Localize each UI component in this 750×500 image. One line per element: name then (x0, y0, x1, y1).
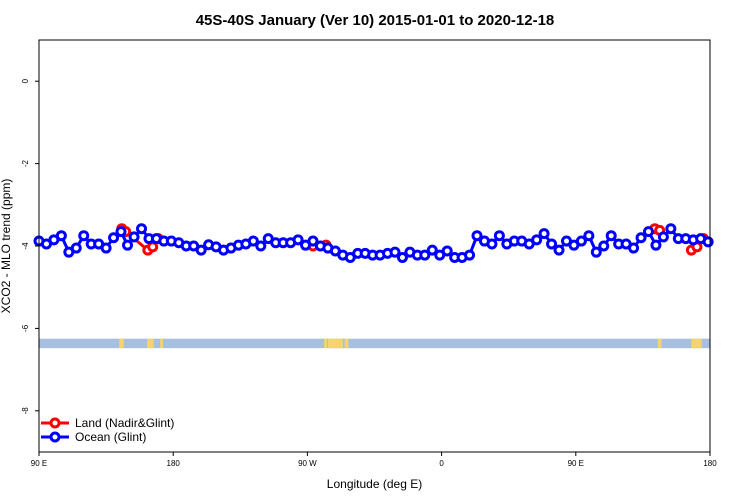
x-tick-label: 90 E (568, 459, 584, 468)
x-axis-label: Longitude (deg E) (327, 477, 422, 491)
ocean-point (78, 230, 90, 242)
x-tick-label: 180 (703, 459, 717, 468)
ocean-point (635, 232, 647, 244)
legend-label: Ocean (Glint) (75, 430, 146, 444)
ocean-point (598, 240, 610, 252)
x-tick-label: 0 (439, 459, 444, 468)
ocean-point (493, 230, 505, 242)
ocean-point (108, 232, 120, 244)
y-tick-label: 0 (21, 78, 30, 83)
land-ocean-band (39, 338, 710, 349)
ocean-point (575, 235, 587, 247)
ocean-point (702, 236, 714, 248)
ocean-point (665, 223, 677, 235)
ocean-point (657, 231, 669, 243)
x-tick-label: 90 W (298, 459, 317, 468)
ocean-point (471, 230, 483, 242)
land-strip-segment (327, 338, 343, 349)
legend-marker (49, 417, 61, 429)
x-tick-label: 90 E (31, 459, 47, 468)
ocean-point (70, 242, 82, 254)
legend-marker (49, 431, 61, 443)
ocean-point (307, 235, 319, 247)
ocean-point (590, 246, 602, 258)
ocean-point (389, 246, 401, 258)
chart-title: 45S-40S January (Ver 10) 2015-01-01 to 2… (196, 12, 555, 29)
series-layer (33, 223, 714, 264)
ocean-point (55, 230, 67, 242)
y-tick-label: -4 (21, 242, 30, 250)
y-tick-label: -8 (21, 407, 30, 415)
plot-frame (38, 39, 711, 453)
land-strip-segment (324, 338, 327, 349)
ocean-point (247, 235, 259, 247)
ocean-point (195, 244, 207, 256)
ocean-point (255, 240, 267, 252)
ocean-point (642, 226, 654, 238)
ocean-point (583, 230, 595, 242)
ocean-point (531, 234, 543, 246)
ocean-point (538, 228, 550, 240)
land-point (147, 241, 159, 253)
land-strip-segment (657, 338, 662, 349)
legend-label: Land (Nadir&Glint) (75, 416, 174, 430)
ocean-point (628, 242, 640, 254)
x-tick-label: 180 (167, 459, 181, 468)
ocean-point (650, 239, 662, 251)
legend: Land (Nadir&Glint)Ocean (Glint) (41, 416, 174, 444)
ocean-point (464, 249, 476, 261)
ocean-point (128, 231, 140, 243)
ocean-point (396, 252, 408, 264)
land-strip-segment (147, 338, 154, 349)
ocean-point (546, 238, 558, 250)
x-axis: 90 E 180 90 W 0 90 E 180 (31, 452, 717, 468)
ocean-point (553, 244, 565, 256)
ocean-point (441, 245, 453, 257)
ocean-point (419, 249, 431, 261)
ocean-point (122, 239, 134, 251)
y-tick-label: -2 (21, 159, 30, 167)
y-tick-label: -6 (21, 324, 30, 332)
y-axis: 0 -2 -4 -6 -8 (21, 78, 39, 414)
land-strip-segment (691, 338, 702, 349)
ocean-point (100, 242, 112, 254)
land-strip-segment (344, 338, 349, 349)
ocean-point (486, 238, 498, 250)
land-strip-segment (160, 338, 163, 349)
land-strip-segment (119, 338, 124, 349)
y-axis-label: XCO2 - MLO trend (ppm) (0, 179, 13, 314)
ocean-point (136, 223, 148, 235)
ocean-point (426, 244, 438, 256)
ocean-strip (39, 338, 710, 349)
ocean-point (292, 234, 304, 246)
ocean-point (115, 226, 127, 238)
ocean-point (605, 230, 617, 242)
